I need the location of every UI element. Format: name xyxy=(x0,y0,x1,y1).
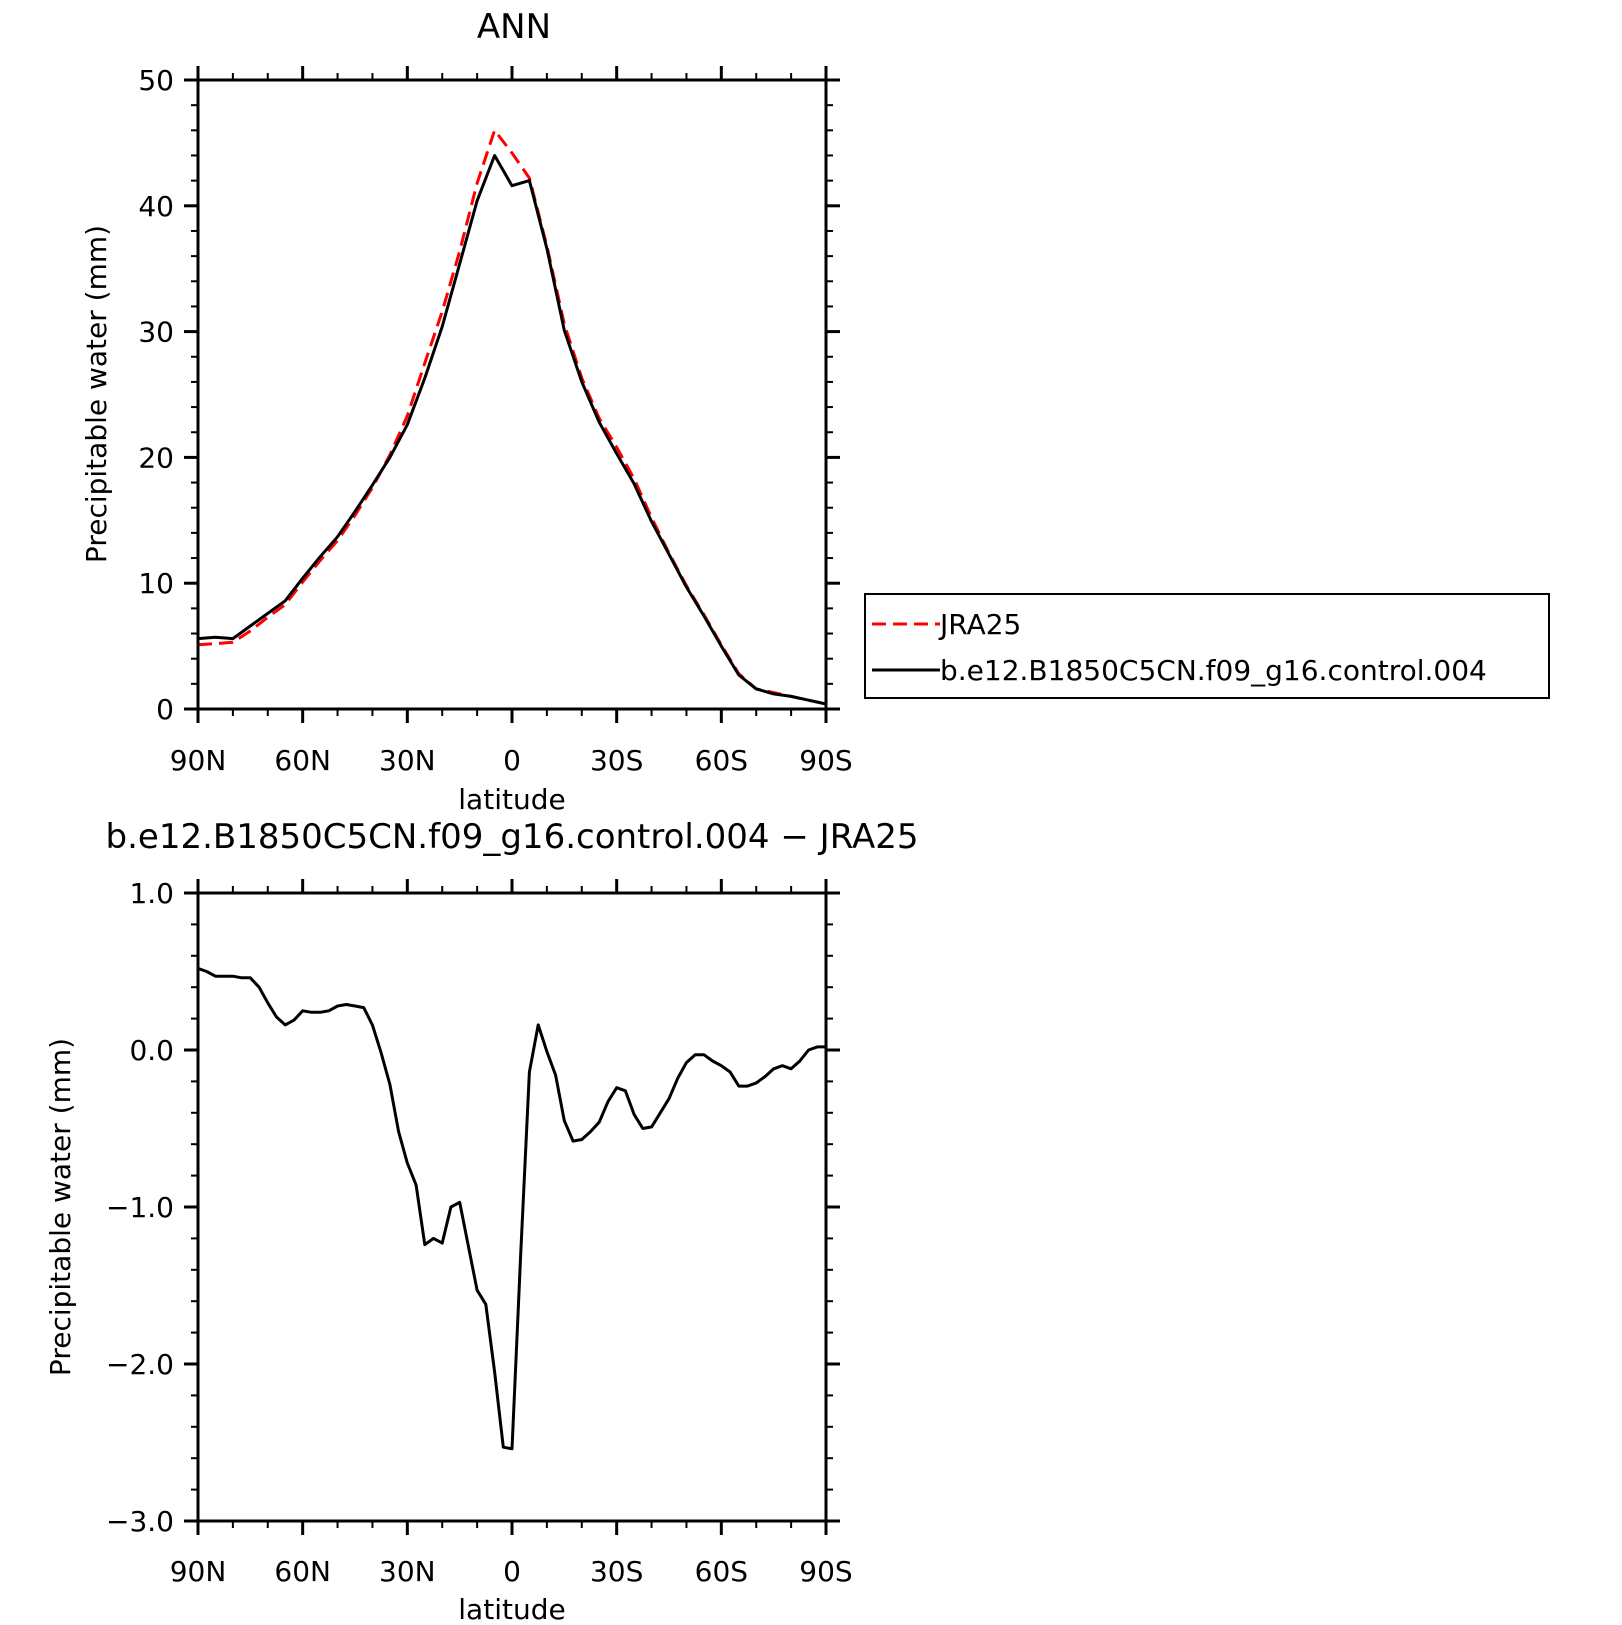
y-tick-label: 0 xyxy=(156,693,174,726)
x-axis-label: latitude xyxy=(458,783,565,816)
y-tick-label: 30 xyxy=(138,316,174,349)
plot-frame xyxy=(196,891,828,1523)
x-tick-label: 90N xyxy=(170,1555,227,1588)
x-tick-label: 0 xyxy=(503,1555,521,1588)
series-line-b-e12-b1850c5cn-f09-g16-control-004 xyxy=(197,154,827,706)
legend-box xyxy=(864,593,1550,699)
y-tick-label: 20 xyxy=(138,441,174,474)
axis-ticks xyxy=(184,66,840,723)
y-tick-label: −3.0 xyxy=(106,1505,174,1538)
plot-lines xyxy=(197,966,826,1451)
y-tick-labels: −3.0 −2.0 −1.0 0.0 1.0 xyxy=(106,877,174,1538)
series-line-difference xyxy=(197,966,826,1451)
series-line-jra25 xyxy=(197,128,827,706)
x-tick-label: 90S xyxy=(799,744,852,777)
legend-entry-jra25: JRA25 xyxy=(938,608,1021,641)
x-tick-label: 60N xyxy=(274,744,331,777)
x-tick-label: 0 xyxy=(503,744,521,777)
legend: JRA25 b.e12.B1850C5CN.f09_g16.control.00… xyxy=(864,593,1550,699)
chart-title: ANN xyxy=(477,7,551,47)
x-tick-label: 30N xyxy=(379,1555,436,1588)
x-tick-label: 90N xyxy=(170,744,227,777)
y-axis-label: Precipitable water (mm) xyxy=(44,1038,77,1376)
y-tick-label: −2.0 xyxy=(106,1348,174,1381)
y-tick-label: 0.0 xyxy=(129,1034,174,1067)
x-tick-labels: 90N 60N 30N 0 30S 60S 90S xyxy=(170,1555,853,1588)
x-tick-label: 60S xyxy=(695,1555,748,1588)
x-tick-label: 60S xyxy=(695,744,748,777)
panel-difference: b.e12.B1850C5CN.f09_g16.control.004 − JR… xyxy=(44,817,918,1625)
y-tick-label: 10 xyxy=(138,567,174,600)
x-axis-label: latitude xyxy=(458,1593,565,1625)
plot-frame xyxy=(196,78,828,711)
y-tick-label: 1.0 xyxy=(129,877,174,910)
plot-lines xyxy=(197,128,827,706)
x-tick-labels: 90N 60N 30N 0 30S 60S 90S xyxy=(170,744,853,777)
y-tick-labels: 0 10 20 30 40 50 xyxy=(138,64,174,726)
x-tick-label: 30S xyxy=(590,744,643,777)
y-axis-label: Precipitable water (mm) xyxy=(80,225,113,563)
y-tick-label: 50 xyxy=(138,64,174,97)
x-tick-label: 30S xyxy=(590,1555,643,1588)
x-tick-label: 60N xyxy=(274,1555,331,1588)
legend-entry-model: b.e12.B1850C5CN.f09_g16.control.004 xyxy=(940,654,1487,687)
panel-annual-mean: ANN 0 10 20 30 40 50 90N 60N 30N 0 30S 60S 90S lati… xyxy=(80,7,853,816)
chart-title-difference: b.e12.B1850C5CN.f09_g16.control.004 − JR… xyxy=(106,817,919,857)
x-tick-label: 90S xyxy=(799,1555,852,1588)
y-tick-label: −1.0 xyxy=(106,1191,174,1224)
y-tick-label: 40 xyxy=(138,190,174,223)
x-tick-label: 30N xyxy=(379,744,436,777)
